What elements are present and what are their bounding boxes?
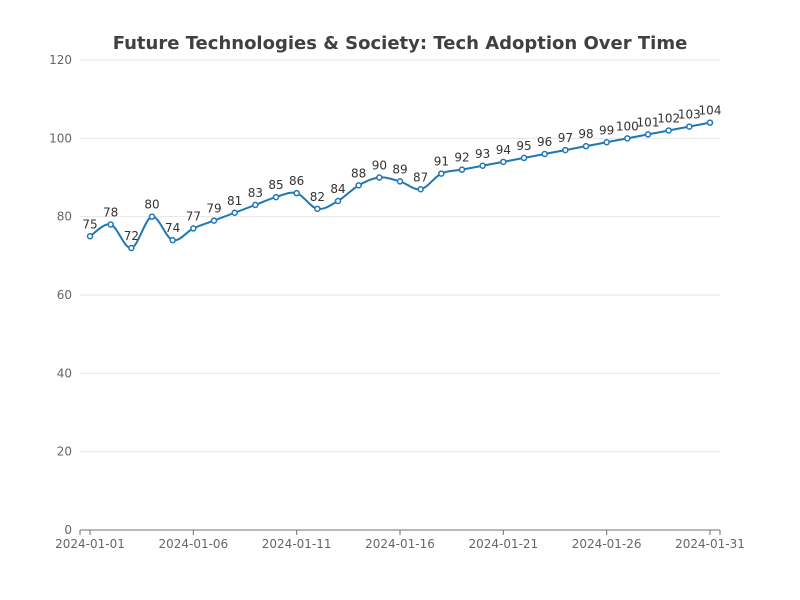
- x-tick-label: 2024-01-06: [158, 537, 228, 551]
- y-tick-label: 0: [64, 523, 72, 537]
- data-label: 100: [616, 119, 639, 133]
- data-point[interactable]: [520, 154, 528, 162]
- data-label: 79: [206, 202, 221, 216]
- data-point[interactable]: [148, 213, 156, 220]
- data-label: 102: [657, 112, 680, 126]
- data-label: 101: [637, 115, 660, 129]
- data-label: 74: [165, 221, 180, 235]
- data-point[interactable]: [355, 182, 362, 189]
- data-label: 92: [454, 151, 469, 165]
- data-label: 95: [516, 139, 531, 153]
- series-layer: [86, 119, 714, 252]
- data-point[interactable]: [582, 142, 590, 150]
- data-point[interactable]: [128, 244, 135, 252]
- data-point[interactable]: [479, 162, 486, 169]
- x-tick-label: 2024-01-01: [55, 537, 125, 551]
- y-tick-label: 60: [57, 288, 72, 302]
- data-point[interactable]: [252, 201, 259, 209]
- data-label: 85: [268, 178, 283, 192]
- data-point[interactable]: [107, 221, 114, 228]
- data-point[interactable]: [417, 186, 424, 193]
- data-label: 72: [124, 229, 139, 243]
- data-label: 97: [558, 131, 573, 145]
- x-tick-label: 2024-01-11: [262, 537, 332, 551]
- y-tick-label: 40: [57, 366, 72, 380]
- data-point[interactable]: [603, 139, 610, 146]
- series-line: [89, 121, 711, 249]
- data-point[interactable]: [231, 209, 238, 216]
- data-point[interactable]: [396, 178, 404, 185]
- data-label: 80: [144, 198, 159, 212]
- data-label: 84: [330, 182, 345, 196]
- data-point[interactable]: [686, 123, 693, 130]
- data-label: 103: [678, 108, 701, 122]
- data-point[interactable]: [500, 158, 507, 166]
- data-label: 75: [82, 217, 97, 231]
- y-tick-label: 20: [57, 445, 72, 459]
- data-point[interactable]: [624, 135, 631, 142]
- data-label: 98: [578, 127, 593, 141]
- data-label: 82: [310, 190, 325, 204]
- x-tick-label: 2024-01-26: [572, 537, 642, 551]
- data-point[interactable]: [190, 225, 197, 232]
- data-label: 93: [475, 147, 490, 161]
- data-label: 94: [496, 143, 511, 157]
- axes: 0 20 40 60 80 100 120 2024-01-01 2024-01-06 2024-…: [49, 53, 745, 551]
- data-point[interactable]: [314, 205, 321, 213]
- data-label: 87: [413, 170, 428, 184]
- data-point[interactable]: [169, 236, 176, 244]
- data-label: 83: [248, 186, 263, 200]
- data-point[interactable]: [706, 119, 714, 126]
- data-point[interactable]: [210, 217, 218, 224]
- data-label: 99: [599, 123, 614, 137]
- data-label: 89: [392, 162, 407, 176]
- data-point[interactable]: [438, 170, 445, 177]
- y-tick-label: 100: [49, 131, 72, 145]
- data-label: 77: [186, 209, 201, 223]
- data-label: 88: [351, 166, 366, 180]
- data-label: 90: [372, 159, 387, 173]
- data-label: 104: [699, 104, 722, 118]
- data-label: 96: [537, 135, 552, 149]
- data-point[interactable]: [644, 131, 652, 138]
- data-point[interactable]: [541, 150, 548, 158]
- data-point[interactable]: [562, 146, 569, 154]
- data-label: 81: [227, 194, 242, 208]
- data-label: 86: [289, 174, 304, 188]
- data-point[interactable]: [86, 233, 94, 240]
- x-tick-label: 2024-01-16: [365, 537, 435, 551]
- data-point[interactable]: [458, 166, 466, 173]
- data-label: 78: [103, 206, 118, 220]
- y-tick-label: 80: [57, 210, 72, 224]
- data-point[interactable]: [293, 189, 300, 197]
- data-point[interactable]: [376, 174, 383, 181]
- x-tick-label: 2024-01-21: [468, 537, 538, 551]
- data-point[interactable]: [334, 197, 342, 205]
- data-label: 91: [434, 155, 449, 169]
- gridlines: [80, 59, 720, 453]
- data-point[interactable]: [665, 127, 672, 134]
- chart-title: Future Technologies & Society: Tech Adop…: [113, 33, 688, 54]
- data-labels: 75 78 72 80 74 77 79 81 83 85 86 82 84 88 90 89 87 91 92 93…: [82, 104, 721, 243]
- x-tick-label: 2024-01-31: [675, 537, 745, 551]
- data-point[interactable]: [272, 193, 280, 201]
- y-tick-label: 120: [49, 53, 72, 67]
